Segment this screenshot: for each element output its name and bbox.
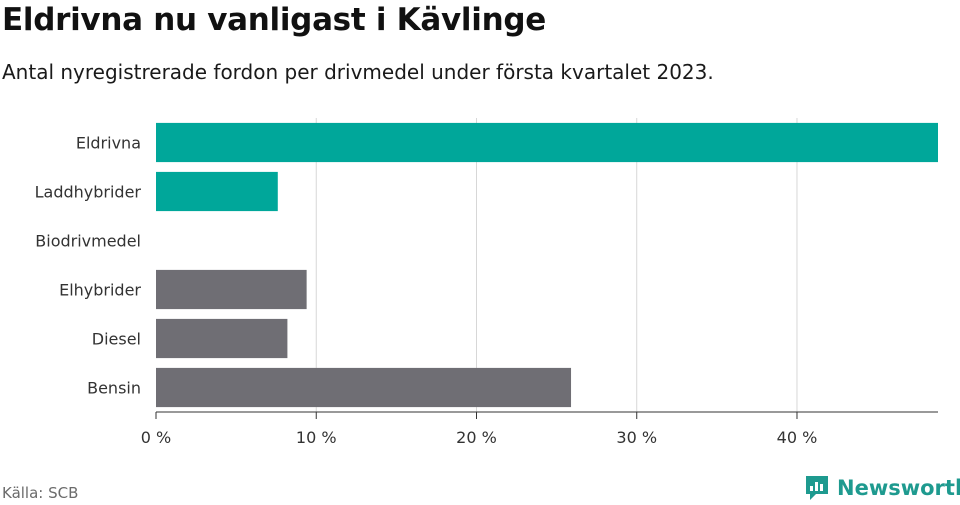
category-label-3: Elhybrider bbox=[59, 281, 141, 300]
x-tick-label-2: 20 % bbox=[456, 428, 497, 447]
category-label-5: Bensin bbox=[87, 379, 141, 398]
chart-title: Eldrivna nu vanligast i Kävlinge bbox=[2, 2, 546, 38]
newsworthy-logo-icon bbox=[806, 476, 828, 500]
x-tick-label-0: 0 % bbox=[141, 428, 171, 447]
bar-1 bbox=[156, 171, 278, 212]
bar-4 bbox=[156, 318, 288, 359]
x-tick-label-1: 10 % bbox=[296, 428, 337, 447]
bar-chart: Eldrivna Laddhybrider Biodrivmedel Elhybrid… bbox=[35, 118, 938, 447]
brand-name: Newsworthy bbox=[837, 476, 960, 500]
category-label-4: Diesel bbox=[92, 330, 141, 349]
source-note: Källa: SCB bbox=[2, 484, 79, 502]
category-label-1: Laddhybrider bbox=[35, 183, 142, 202]
category-label-0: Eldrivna bbox=[76, 134, 141, 153]
bar-5 bbox=[156, 367, 572, 408]
chart-subtitle: Antal nyregistrerade fordon per drivmede… bbox=[2, 60, 714, 84]
bar-0 bbox=[156, 122, 938, 163]
bar-3 bbox=[156, 269, 307, 310]
brand-logo: Newsworthy bbox=[804, 474, 960, 502]
x-tick-label-3: 30 % bbox=[616, 428, 657, 447]
x-tick-label-4: 40 % bbox=[777, 428, 818, 447]
category-label-2: Biodrivmedel bbox=[35, 232, 141, 251]
